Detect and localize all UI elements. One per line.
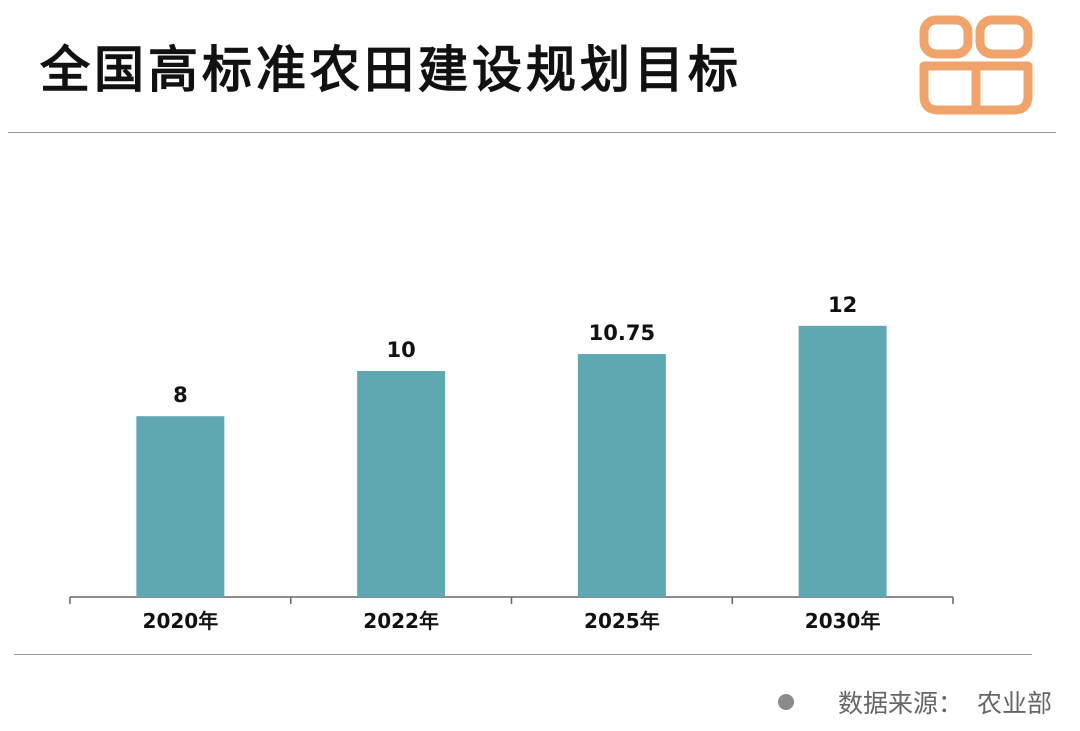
x-tick-label: 2020年 <box>143 609 219 633</box>
source-value: 农业部 <box>976 689 1052 718</box>
source-note: 数据来源： 农业部 <box>777 684 1052 720</box>
x-tick-label: 2025年 <box>584 609 660 633</box>
bar <box>798 325 887 597</box>
bottom-divider <box>14 654 1032 655</box>
brand-logo-icon <box>919 15 1033 115</box>
x-tick-label: 2030年 <box>805 609 881 633</box>
page-title: 全国高标准农田建设规划目标 <box>40 41 742 99</box>
bar-value-label: 12 <box>828 293 857 317</box>
bullet-dot-icon <box>777 694 794 710</box>
bar <box>136 416 225 597</box>
bar <box>577 354 666 597</box>
x-tick-label: 2022年 <box>363 609 439 633</box>
top-divider <box>8 132 1056 133</box>
bar-value-label: 10 <box>387 338 416 362</box>
bar <box>357 371 446 597</box>
source-label: 数据来源： <box>837 689 963 718</box>
bar-value-label: 10.75 <box>589 321 655 345</box>
bar-value-label: 8 <box>173 383 188 407</box>
